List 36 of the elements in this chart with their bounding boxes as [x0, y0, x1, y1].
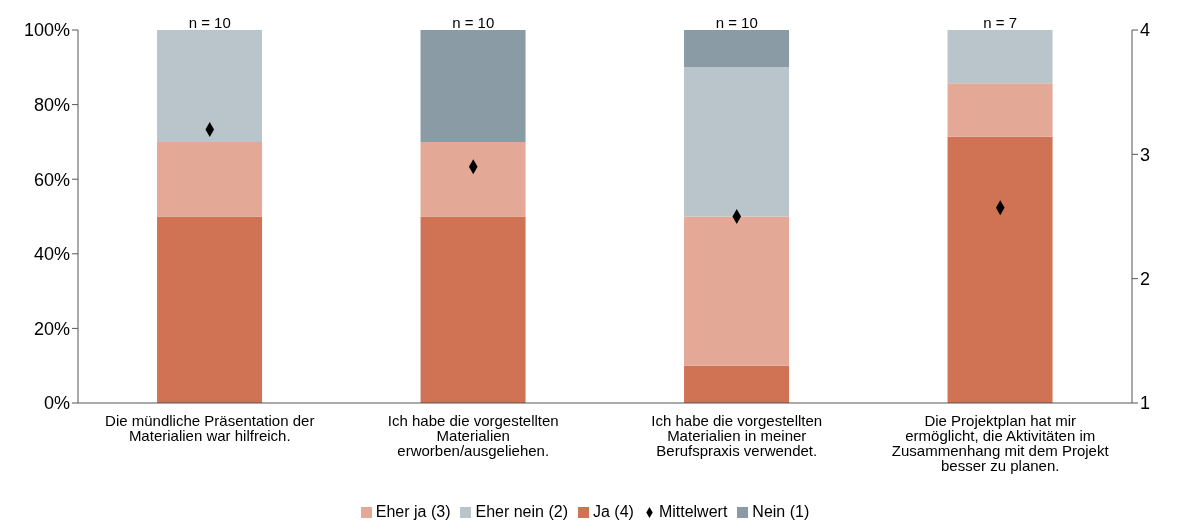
bar [684, 30, 790, 68]
x-tick-label: Die mündliche Präsentation der Materialien war hilfreich. [105, 411, 315, 444]
annotation: n = 10 [188, 14, 231, 31]
y-tick-label: 0% [43, 393, 70, 414]
bar [947, 30, 1053, 84]
bar [947, 83, 1053, 137]
bar [684, 67, 790, 217]
annotation: n = 10 [715, 14, 758, 31]
bar [420, 141, 526, 217]
legend-label: Ja (4) [592, 503, 634, 520]
y2-tick-label: 4 [1140, 20, 1151, 41]
x-tick-label: Ich habe die vorgestellten Materialien in meiner Berufspraxis verwendet. [651, 411, 823, 459]
y-tick-label: 80% [33, 94, 70, 115]
bar [684, 365, 790, 403]
y-tick-label: 20% [33, 318, 70, 339]
y-tick-label: 60% [33, 169, 70, 190]
x-tick-label: Ich habe die vorgestellten Materialien erworben/ausgeliehen. [387, 411, 559, 459]
bar [157, 216, 263, 403]
legend-label: Mittelwert [658, 503, 728, 520]
bar [157, 30, 263, 142]
y2-tick-label: 1 [1140, 393, 1151, 414]
bar [420, 216, 526, 403]
legend-label: Eher nein (2) [475, 503, 568, 520]
x-tick-label: Die Projektplan hat mir ermöglicht, die Aktivitäten im Zusammenhang mit dem Projekt besser zu planen. [891, 411, 1110, 474]
legend-label: Eher ja (3) [375, 503, 451, 520]
legend-label: Nein (1) [752, 503, 810, 520]
y-tick-label: 40% [33, 244, 70, 265]
bar [947, 136, 1053, 403]
y2-tick-label: 3 [1140, 144, 1151, 165]
bar [157, 141, 263, 217]
y2-tick-label: 2 [1140, 269, 1151, 290]
annotation: n = 7 [983, 14, 1018, 31]
y-tick-label: 100% [23, 20, 70, 41]
annotation: n = 10 [452, 14, 495, 31]
bar [420, 30, 526, 142]
bar [684, 216, 790, 366]
